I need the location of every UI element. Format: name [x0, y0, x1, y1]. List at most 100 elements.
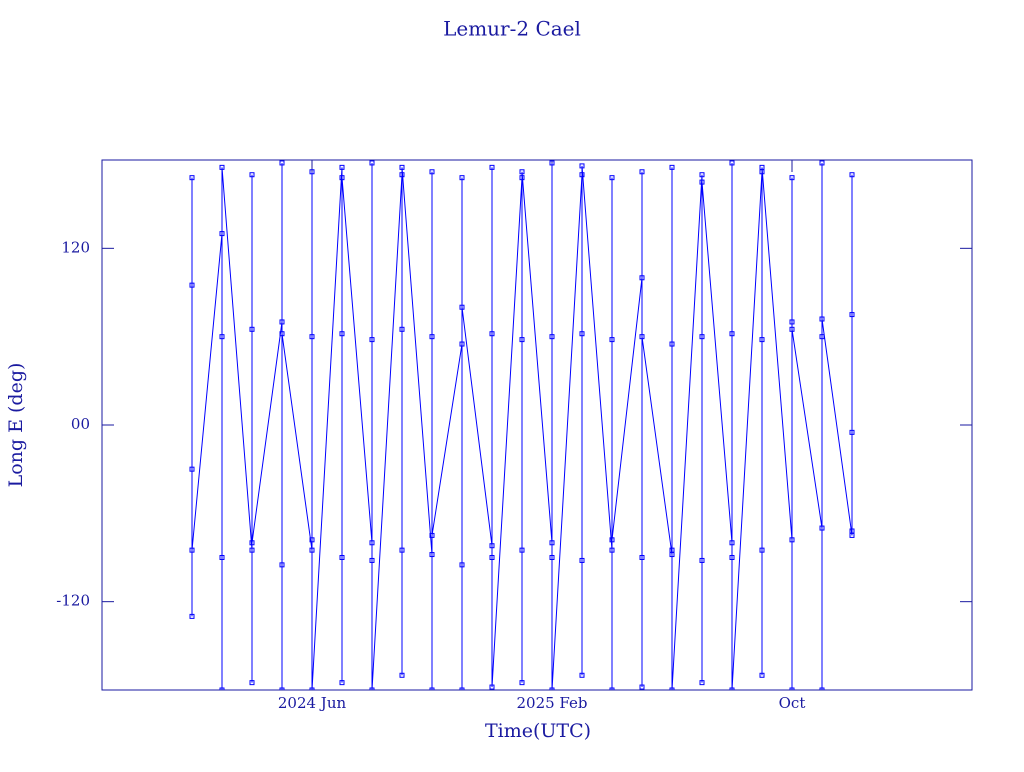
data-point — [459, 562, 465, 568]
data-point — [759, 547, 765, 553]
data-point — [579, 331, 585, 337]
data-point — [279, 562, 285, 568]
x-tick-label: 2024 Jun — [278, 694, 347, 712]
data-point — [609, 537, 615, 543]
data-point — [279, 160, 285, 166]
data-point — [609, 337, 615, 343]
data-point — [549, 334, 555, 340]
data-point — [819, 525, 825, 531]
data-point — [489, 331, 495, 337]
data-point — [759, 337, 765, 343]
data-point — [189, 282, 195, 288]
data-point — [459, 304, 465, 310]
data-point — [399, 172, 405, 178]
x-axis-label: Time(UTC) — [485, 720, 591, 742]
data-point — [729, 540, 735, 546]
data-point — [639, 334, 645, 340]
data-point — [519, 169, 525, 175]
data-point — [849, 172, 855, 178]
data-point — [339, 555, 345, 560]
data-point — [459, 687, 465, 690]
data-point — [399, 164, 405, 170]
data-point — [309, 687, 315, 690]
data-point — [549, 687, 555, 690]
data-point — [669, 687, 675, 690]
data-point — [789, 319, 795, 325]
data-point — [609, 547, 615, 553]
data-point — [729, 687, 735, 690]
data-point — [309, 547, 315, 553]
data-point — [189, 175, 195, 181]
data-point — [279, 331, 285, 337]
data-point — [669, 164, 675, 170]
data-point — [789, 687, 795, 690]
data-point — [549, 555, 555, 560]
data-point — [819, 334, 825, 340]
data-point — [579, 172, 585, 178]
data-point — [249, 326, 255, 332]
y-tick-label: 00 — [71, 415, 90, 433]
data-point — [669, 341, 675, 347]
data-point — [459, 341, 465, 347]
data-point — [519, 337, 525, 343]
data-point — [489, 543, 495, 549]
data-point — [819, 687, 825, 690]
data-point — [369, 337, 375, 343]
data-point — [819, 316, 825, 322]
data-point — [249, 172, 255, 178]
x-tick-label: 2025 Feb — [516, 694, 587, 712]
data-point — [639, 275, 645, 281]
data-point — [639, 555, 645, 560]
data-point — [759, 672, 765, 678]
series-line — [191, 162, 853, 690]
data-point — [519, 547, 525, 553]
y-tick-label: 120 — [61, 238, 90, 256]
data-point — [219, 334, 225, 340]
data-point — [789, 537, 795, 543]
data-point — [339, 175, 345, 181]
data-point — [219, 164, 225, 170]
data-point — [279, 319, 285, 325]
data-point — [639, 169, 645, 175]
chart-title: Lemur-2 Cael — [443, 17, 581, 41]
data-point — [279, 687, 285, 690]
data-point — [309, 537, 315, 543]
data-point — [489, 164, 495, 170]
data-point — [729, 160, 735, 166]
data-point — [249, 680, 255, 686]
data-point — [189, 466, 195, 472]
data-point — [399, 326, 405, 332]
data-point — [669, 547, 675, 553]
data-point — [249, 540, 255, 546]
data-point — [249, 547, 255, 553]
data-point — [699, 334, 705, 340]
data-point — [399, 672, 405, 678]
data-point — [609, 687, 615, 690]
data-point — [189, 547, 195, 553]
plot-frame — [101, 159, 973, 691]
y-axis-label: Long E (deg) — [5, 363, 27, 488]
data-point — [729, 331, 735, 337]
data-point — [459, 175, 465, 181]
data-point — [579, 557, 585, 563]
data-point — [729, 555, 735, 560]
data-point — [519, 175, 525, 181]
data-point — [309, 334, 315, 340]
data-point — [609, 175, 615, 181]
data-point — [849, 312, 855, 318]
data-point — [369, 160, 375, 166]
data-point — [549, 540, 555, 546]
data-point — [699, 179, 705, 185]
x-tick-label: Oct — [779, 694, 806, 712]
data-point — [699, 680, 705, 686]
data-point — [819, 160, 825, 166]
data-point — [429, 532, 435, 538]
data-point — [339, 680, 345, 686]
data-point — [789, 326, 795, 332]
data-point — [309, 169, 315, 175]
data-point — [429, 334, 435, 340]
data-point — [189, 613, 195, 619]
data-point — [219, 687, 225, 690]
data-point — [369, 687, 375, 690]
data-point — [399, 547, 405, 553]
